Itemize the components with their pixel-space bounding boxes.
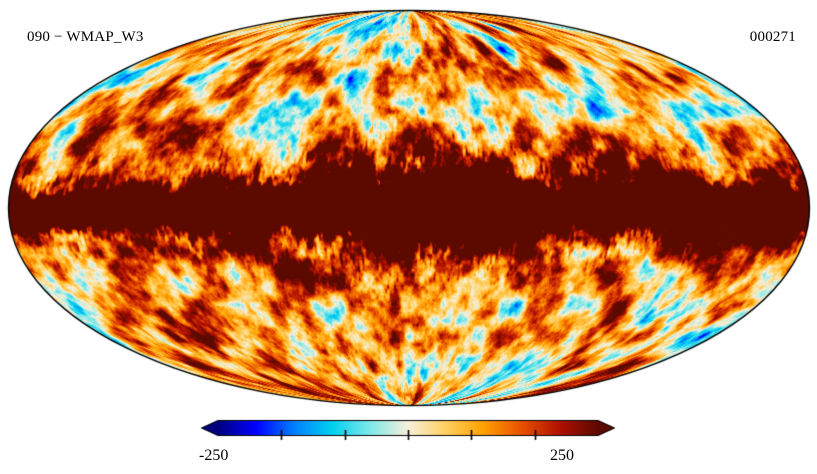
colorbar-gradient — [198, 418, 618, 446]
colorbar-max-label: 250 — [550, 447, 574, 464]
colorbar-min-label: -250 — [199, 447, 229, 464]
colorbar: -250 250 — [198, 418, 618, 474]
mollweide-projection-canvas — [6, 8, 812, 408]
sky-map — [6, 8, 812, 408]
